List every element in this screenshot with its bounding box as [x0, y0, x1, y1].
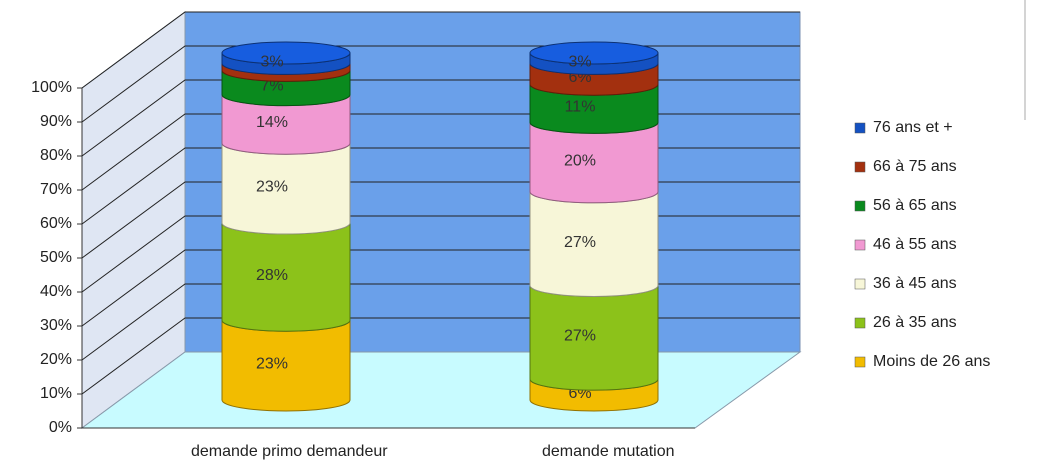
value-label: 7% [260, 78, 283, 95]
y-tick-label: 90% [40, 113, 72, 130]
floor [80, 351, 802, 429]
value-label: 28% [256, 267, 288, 284]
value-label: 3% [568, 53, 591, 70]
y-tick-label: 20% [40, 351, 72, 368]
value-label: 14% [256, 114, 288, 131]
value-label: 27% [564, 328, 596, 345]
legend-label: Moins de 26 ans [873, 353, 990, 370]
cylinder-top [221, 41, 351, 65]
x-tick-label: demande mutation [542, 443, 675, 460]
y-tick-label: 70% [40, 181, 72, 198]
y-tick-label: 0% [49, 419, 72, 436]
legend-swatch [854, 317, 866, 329]
legend-label: 66 à 75 ans [873, 158, 957, 175]
y-tick-label: 80% [40, 147, 72, 164]
y-tick-label: 40% [40, 283, 72, 300]
legend-label: 56 à 65 ans [873, 197, 957, 214]
y-tick-label: 60% [40, 215, 72, 232]
legend-swatch [854, 161, 866, 173]
legend-label: 26 à 35 ans [873, 314, 957, 331]
legend-swatch [854, 122, 866, 134]
legend-label: 76 ans et + [873, 119, 953, 136]
y-tick-label: 50% [40, 249, 72, 266]
legend-swatch [854, 278, 866, 290]
legend-swatch [854, 239, 866, 251]
value-label: 23% [256, 178, 288, 195]
value-label: 27% [564, 234, 596, 251]
legend-swatch [854, 200, 866, 212]
value-label: 20% [564, 152, 596, 169]
y-tick-label: 30% [40, 317, 72, 334]
y-tick-label: 10% [40, 385, 72, 402]
value-label: 23% [256, 355, 288, 372]
grid-line [81, 11, 800, 89]
legend-label: 36 à 45 ans [873, 275, 957, 292]
y-tick-label: 100% [31, 79, 72, 96]
x-tick-label: demande primo demandeur [191, 443, 388, 460]
cylinder-top [529, 41, 659, 65]
value-label: 11% [565, 99, 596, 116]
legend-label: 46 à 55 ans [873, 236, 957, 253]
value-label: 3% [260, 53, 283, 70]
legend-swatch [854, 356, 866, 368]
